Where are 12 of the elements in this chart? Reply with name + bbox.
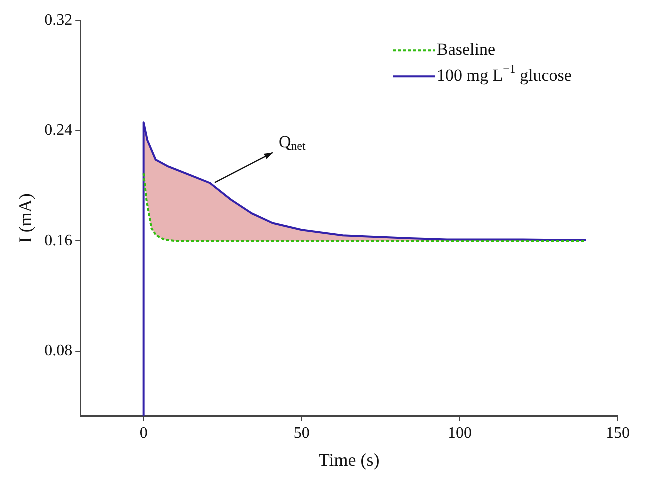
y-tick-label: 0.16 (44, 232, 73, 250)
x-tick-label: 150 (606, 425, 630, 442)
y-tick-label: 0.08 (44, 342, 73, 360)
y-axis-title: I (mA) (16, 194, 36, 244)
x-tick-label: 100 (448, 425, 472, 442)
legend-label: Baseline (437, 40, 496, 60)
x-tick-label: 0 (140, 425, 148, 442)
line-series (142, 172, 588, 242)
x-tick-label: 50 (294, 425, 310, 442)
y-tick-label: 0.24 (44, 122, 73, 140)
y-tick-label: 0.32 (44, 12, 73, 29)
x-axis-title: Time (s) (318, 450, 380, 470)
